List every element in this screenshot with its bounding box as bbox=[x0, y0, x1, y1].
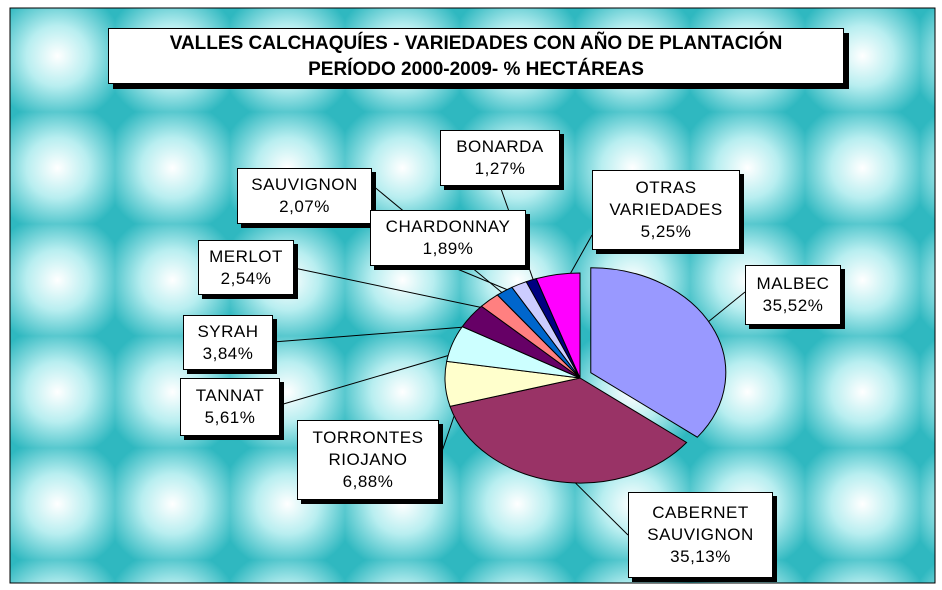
value-label: 5,25% bbox=[640, 222, 692, 241]
data-label: OTRAS VARIEDADES 5,25% bbox=[592, 170, 740, 250]
data-label: TANNAT 5,61% bbox=[180, 378, 280, 436]
value-label: 2,07% bbox=[279, 197, 330, 216]
data-label: MERLOT 2,54% bbox=[198, 240, 294, 295]
data-label: BONARDA 1,27% bbox=[440, 130, 560, 186]
category-label: TANNAT bbox=[195, 386, 265, 405]
data-label: MALBEC 35,52% bbox=[745, 265, 841, 325]
chart-subtitle: PERÍODO 2000-2009- % HECTÁREAS bbox=[308, 59, 644, 80]
data-label: CHARDONNAY 1,89% bbox=[370, 210, 526, 266]
value-label: 35,52% bbox=[762, 296, 824, 315]
category-label: BONARDA bbox=[456, 137, 544, 156]
category-label: MALBEC bbox=[756, 274, 830, 293]
category-label: TORRONTES RIOJANO bbox=[312, 428, 424, 469]
value-label: 35,13% bbox=[670, 547, 731, 566]
value-label: 1,89% bbox=[422, 239, 474, 258]
leader-line bbox=[272, 324, 488, 343]
category-label: CABERNET SAUVIGNON bbox=[647, 503, 754, 544]
pie-slice bbox=[590, 267, 727, 438]
data-label: CABERNET SAUVIGNON 35,13% bbox=[628, 492, 773, 578]
category-label: MERLOT bbox=[209, 246, 283, 266]
data-label: SAUVIGNON 2,07% bbox=[237, 168, 372, 224]
title-box: VALLES CALCHAQUÍES - VARIEDADES CON AÑO … bbox=[108, 28, 844, 84]
leader-line bbox=[279, 348, 472, 406]
category-label: SYRAH bbox=[197, 321, 259, 341]
category-label: CHARDONNAY bbox=[385, 217, 511, 236]
category-label: SAUVIGNON bbox=[251, 175, 358, 194]
chart-title: VALLES CALCHAQUÍES - VARIEDADES CON AÑO … bbox=[169, 33, 783, 54]
category-label: OTRAS VARIEDADES bbox=[609, 178, 723, 219]
data-label: SYRAH 3,84% bbox=[183, 315, 273, 370]
value-label: 2,54% bbox=[220, 268, 272, 288]
pie-slice bbox=[449, 377, 688, 484]
data-label: TORRONTES RIOJANO 6,88% bbox=[297, 420, 439, 500]
value-label: 5,61% bbox=[204, 408, 256, 427]
leader-line bbox=[293, 267, 503, 313]
value-label: 6,88% bbox=[342, 472, 394, 491]
value-label: 1,27% bbox=[474, 159, 526, 178]
value-label: 3,84% bbox=[202, 343, 254, 363]
pie-slice bbox=[535, 272, 581, 379]
